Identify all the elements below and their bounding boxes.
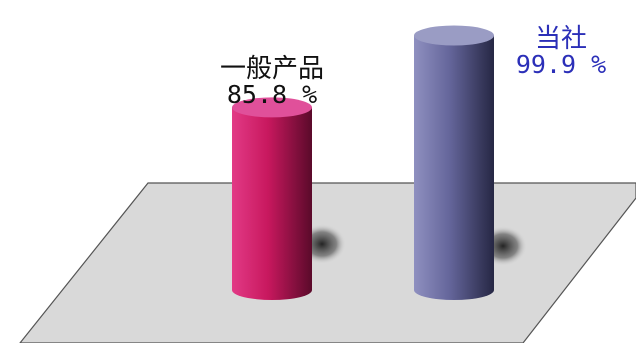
value-label-0: 85.8 % [226, 80, 318, 109]
category-label-0: 一般产品 [219, 54, 324, 84]
bar-label-1: 当社 99.9 % [500, 26, 622, 77]
bar-label-0: 一般产品 85.8 % [209, 56, 335, 107]
bar-1 [414, 35, 494, 300]
bar-top-1 [414, 25, 494, 46]
bar-top-0 [232, 97, 312, 118]
bar-0 [232, 107, 312, 300]
value-label-1: 99.9 % [515, 50, 607, 79]
category-label-1: 当社 [534, 24, 587, 54]
